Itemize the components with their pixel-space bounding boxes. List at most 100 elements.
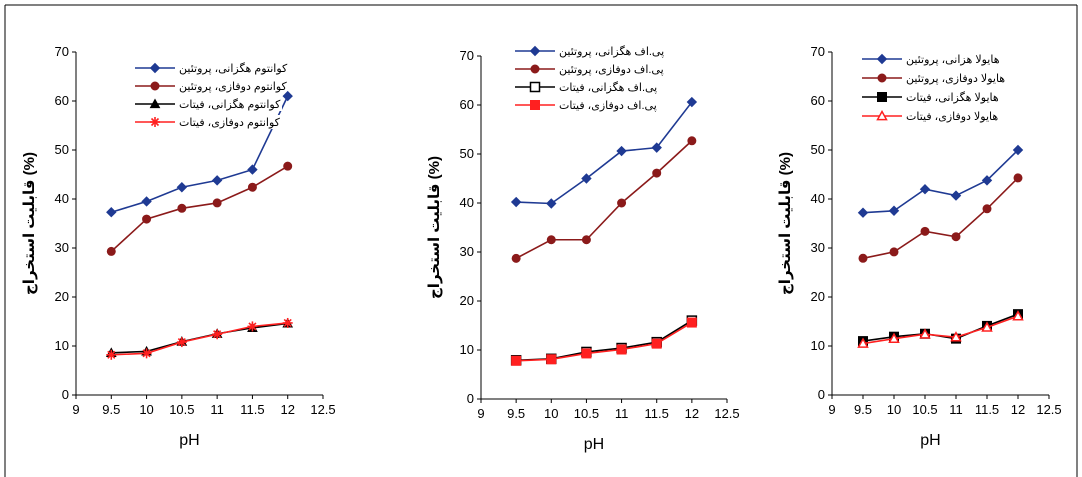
legend-marker <box>877 73 887 83</box>
legend-label: هایولا دوفازی، پروتئین <box>906 73 1005 85</box>
data-point <box>106 349 117 360</box>
data-point <box>686 96 698 108</box>
legend-marker <box>876 109 888 121</box>
y-tick-label: 30 <box>55 240 69 255</box>
legend-item: هایولا هزانی، پروتئین <box>859 52 1009 66</box>
data-point <box>282 90 293 102</box>
data-point <box>247 182 257 192</box>
x-tick-label: 9 <box>828 402 835 417</box>
data-point <box>1012 144 1024 156</box>
y-tick-label: 60 <box>811 93 825 108</box>
legend-item: هایولا هگزانی، فیتات <box>859 90 1009 104</box>
legend-label: پی.اف هگزانی، فیتات <box>559 81 657 94</box>
chart-1: 0 10 20 30 40 50 60 70 9 9.5 10 10.5 11 11.5 12 12.5 pH ق… <box>21 44 336 449</box>
x-tick-label: 11 <box>210 402 224 417</box>
y-tick-label: 60 <box>460 97 474 112</box>
series-line <box>862 313 1019 342</box>
legend: کوانتوم هگزانی، پروتئین کوانتوم دوفازی، پ… <box>132 61 288 129</box>
legend-marker <box>530 100 540 110</box>
data-point <box>617 198 627 208</box>
series-1 <box>510 96 698 209</box>
legend-label: کوانتوم هگزانی، فیتات <box>179 98 281 111</box>
data-point <box>141 348 152 359</box>
x-tick-label: 10 <box>139 402 153 417</box>
y-tick-label: 60 <box>55 93 69 108</box>
data-point <box>247 164 258 175</box>
legend-label: هایولا دوفازی، فیتات <box>906 111 998 123</box>
series-line <box>516 319 693 362</box>
series-line <box>862 177 1019 260</box>
data-point <box>950 190 962 201</box>
y-axis-title: قابلیت استخراج (%) <box>777 152 794 295</box>
data-point <box>616 344 627 355</box>
data-point <box>247 321 258 332</box>
series-line <box>111 95 289 213</box>
y-axis-title: قابلیت استخراج (%) <box>21 152 38 295</box>
legend-item: هایولا دوفازی، پروتئین <box>859 71 1009 85</box>
legend: هایولا هزانی، پروتئین هایولا دوفازی، پروت… <box>859 52 1009 123</box>
x-tick-label: 11 <box>615 406 629 421</box>
data-point <box>212 329 223 340</box>
y-tick-label: 40 <box>55 191 69 206</box>
legend-label: کوانتوم دوفازی، فیتات <box>179 117 281 129</box>
data-point <box>616 145 627 157</box>
y-tick-label: 20 <box>811 289 825 304</box>
data-point <box>511 253 521 263</box>
data-point <box>546 235 556 245</box>
series-2 <box>106 161 293 256</box>
y-tick-label: 10 <box>55 338 69 353</box>
legend-marker <box>150 117 160 127</box>
legend-marker <box>529 81 541 93</box>
y-tick-label: 50 <box>460 146 474 161</box>
data-point <box>686 317 697 328</box>
data-point <box>889 247 899 257</box>
x-tick-label: 10.5 <box>169 402 194 417</box>
data-point <box>581 235 591 245</box>
data-point <box>982 204 992 214</box>
series-1 <box>106 90 293 218</box>
x-tick-label: 10.5 <box>574 406 599 421</box>
data-point <box>950 331 962 342</box>
x-tick-label: 12 <box>685 406 699 421</box>
legend-item: کوانتوم دوفازی، پروتئین <box>132 79 288 93</box>
data-point <box>211 175 223 186</box>
data-point <box>858 253 868 263</box>
series-line <box>516 321 693 362</box>
data-point <box>652 168 662 178</box>
x-tick-label: 12.5 <box>1036 402 1061 417</box>
charts-container: 0 10 20 30 40 50 60 70 9 9.5 10 10.5 11 11.5 12 12.5 pH ق… <box>21 44 1062 453</box>
legend-marker <box>530 64 540 74</box>
series-line <box>516 101 693 205</box>
data-point <box>888 205 900 216</box>
series-line <box>515 140 693 260</box>
y-tick-label: 0 <box>818 387 825 402</box>
data-point <box>176 337 187 348</box>
series-3 <box>510 315 698 366</box>
y-tick-label: 0 <box>467 391 474 406</box>
legend-item: پی.اف دوفازی، فیتات <box>512 98 662 112</box>
series-2 <box>858 173 1023 263</box>
legend-marker <box>149 98 161 109</box>
data-point <box>651 142 662 153</box>
y-tick-label: 50 <box>811 142 825 157</box>
y-tick-label: 10 <box>811 338 825 353</box>
chart-3: 0 10 20 30 40 50 60 70 9 9.5 10 10.5 11 11.5 12 12.5 pH ق… <box>777 44 1062 449</box>
x-tick-label: 12.5 <box>310 402 335 417</box>
series-line <box>111 322 288 356</box>
legend-marker <box>529 45 541 57</box>
data-point <box>687 136 697 146</box>
legend-item: کوانتوم هگزانی، فیتات <box>132 97 282 111</box>
x-tick-label: 9.5 <box>854 402 872 417</box>
y-tick-label: 70 <box>460 48 474 63</box>
legend-marker <box>150 81 160 91</box>
y-tick-label: 20 <box>55 289 69 304</box>
data-point <box>920 226 930 236</box>
data-point <box>857 207 869 218</box>
y-tick-label: 0 <box>62 387 69 402</box>
x-axis-title: pH <box>584 436 604 453</box>
y-tick-label: 10 <box>460 342 474 357</box>
data-point <box>857 337 869 348</box>
legend-label: پی.اف دوفازی، فیتات <box>559 100 657 112</box>
data-point <box>888 332 900 343</box>
x-tick-label: 12 <box>280 402 294 417</box>
